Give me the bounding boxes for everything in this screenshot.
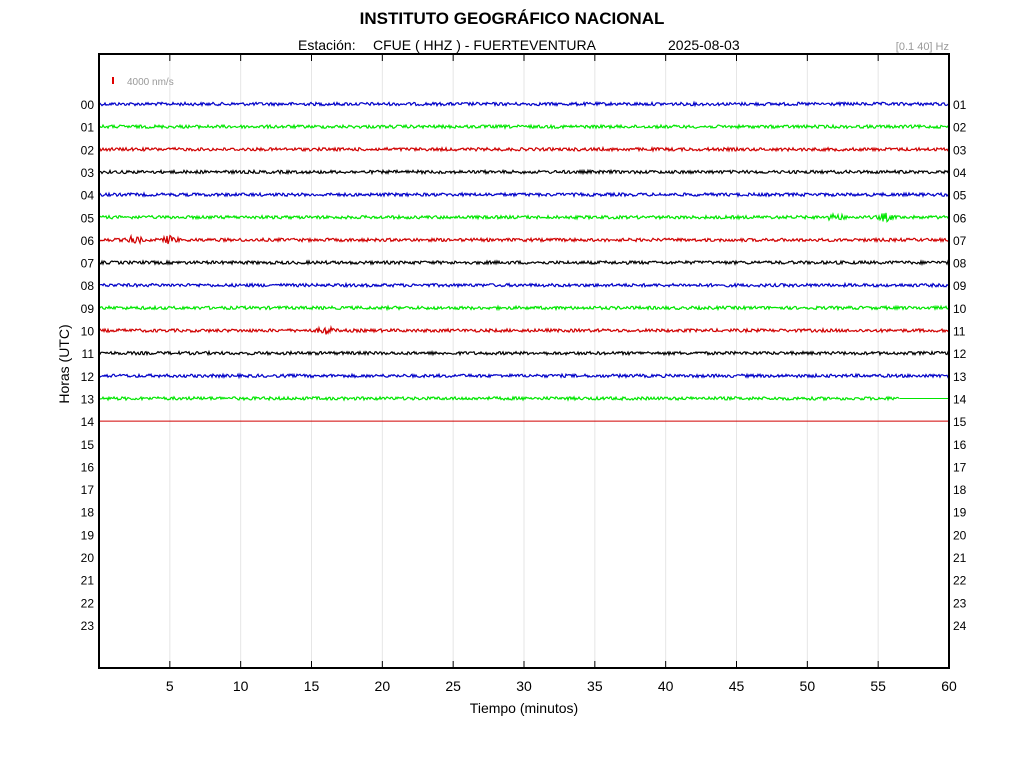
hour-label-right: 10 (953, 302, 967, 316)
hour-label-right: 03 (953, 143, 967, 157)
hour-label-left: 23 (81, 619, 95, 633)
hour-label-right: 15 (953, 415, 967, 429)
hour-label-right: 19 (953, 506, 967, 520)
hour-label-left: 18 (81, 506, 95, 520)
hour-label-right: 07 (953, 234, 967, 248)
x-tick-label: 55 (870, 678, 886, 694)
y-axis-label: Horas (UTC) (56, 324, 72, 404)
chart-title: INSTITUTO GEOGRÁFICO NACIONAL (359, 9, 665, 28)
x-tick-label: 15 (304, 678, 320, 694)
hour-label-left: 10 (81, 325, 95, 339)
hour-label-left: 08 (81, 279, 95, 293)
trace-hour-12 (98, 372, 950, 380)
station-prefix: Estación: (298, 37, 356, 53)
x-tick-label: 5 (166, 678, 174, 694)
hour-label-left: 20 (81, 551, 95, 565)
hour-label-right: 17 (953, 460, 967, 474)
hour-label-right: 02 (953, 121, 967, 135)
hour-label-left: 22 (81, 596, 95, 610)
hour-label-left: 12 (81, 370, 95, 384)
hour-label-right: 04 (953, 166, 967, 180)
x-tick-label: 50 (800, 678, 816, 694)
x-axis-label: Tiempo (minutos) (469, 700, 579, 716)
trace-hour-06 (98, 233, 950, 246)
trace-hour-02 (98, 145, 950, 153)
hour-label-right: 05 (953, 189, 967, 203)
hour-label-left: 15 (81, 438, 95, 452)
x-tick-label: 40 (658, 678, 674, 694)
hour-label-right: 12 (953, 347, 967, 361)
hour-label-right: 14 (953, 392, 967, 406)
trace-hour-00 (98, 100, 950, 108)
hour-label-right: 13 (953, 370, 967, 384)
x-tick-label: 30 (516, 678, 532, 694)
trace-hour-10 (98, 324, 950, 335)
hour-label-left: 17 (81, 483, 95, 497)
x-tick-label: 10 (233, 678, 249, 694)
x-tick-label: 35 (587, 678, 603, 694)
hour-label-left: 05 (81, 211, 95, 225)
trace-hour-11 (98, 349, 950, 357)
trace-hour-08 (98, 281, 950, 289)
hour-label-right: 18 (953, 483, 967, 497)
x-tick-label: 60 (941, 678, 957, 694)
hour-label-left: 01 (81, 121, 95, 135)
station-name: CFUE ( HHZ ) - FUERTEVENTURA (373, 37, 596, 53)
hour-label-left: 21 (81, 574, 95, 588)
trace-hour-13 (98, 395, 900, 402)
hour-label-right: 20 (953, 528, 967, 542)
hour-label-right: 23 (953, 596, 967, 610)
hour-label-left: 03 (81, 166, 95, 180)
trace-hour-04 (98, 191, 950, 198)
hour-label-right: 08 (953, 257, 967, 271)
trace-hour-05 (98, 211, 950, 223)
hour-label-right: 21 (953, 551, 967, 565)
hour-label-left: 09 (81, 302, 95, 316)
hour-label-right: 22 (953, 574, 967, 588)
hour-label-right: 16 (953, 438, 967, 452)
x-tick-label: 45 (729, 678, 745, 694)
hour-label-right: 11 (953, 325, 966, 339)
filter-band: [0.1 40] Hz (895, 41, 949, 53)
hour-label-right: 24 (953, 619, 967, 633)
hour-label-left: 16 (81, 460, 95, 474)
hour-label-left: 14 (81, 415, 95, 429)
trace-hour-09 (98, 304, 950, 312)
trace-hour-07 (98, 259, 950, 266)
hour-label-right: 01 (953, 98, 967, 112)
record-date: 2025-08-03 (668, 37, 740, 53)
hour-label-left: 06 (81, 234, 95, 248)
scale-bar (112, 77, 114, 84)
hour-label-left: 11 (82, 347, 95, 361)
hour-label-left: 02 (81, 143, 95, 157)
hour-label-left: 07 (81, 257, 95, 271)
trace-hour-03 (98, 168, 949, 176)
x-tick-label: 25 (445, 678, 461, 694)
hour-label-left: 13 (81, 392, 95, 406)
hour-label-left: 00 (81, 98, 95, 112)
hour-label-right: 06 (953, 211, 967, 225)
x-tick-label: 20 (375, 678, 391, 694)
scale-label: 4000 nm/s (127, 77, 174, 88)
trace-hour-01 (98, 123, 950, 130)
hour-label-left: 04 (81, 189, 95, 203)
hour-label-right: 09 (953, 279, 967, 293)
hour-label-left: 19 (81, 528, 95, 542)
